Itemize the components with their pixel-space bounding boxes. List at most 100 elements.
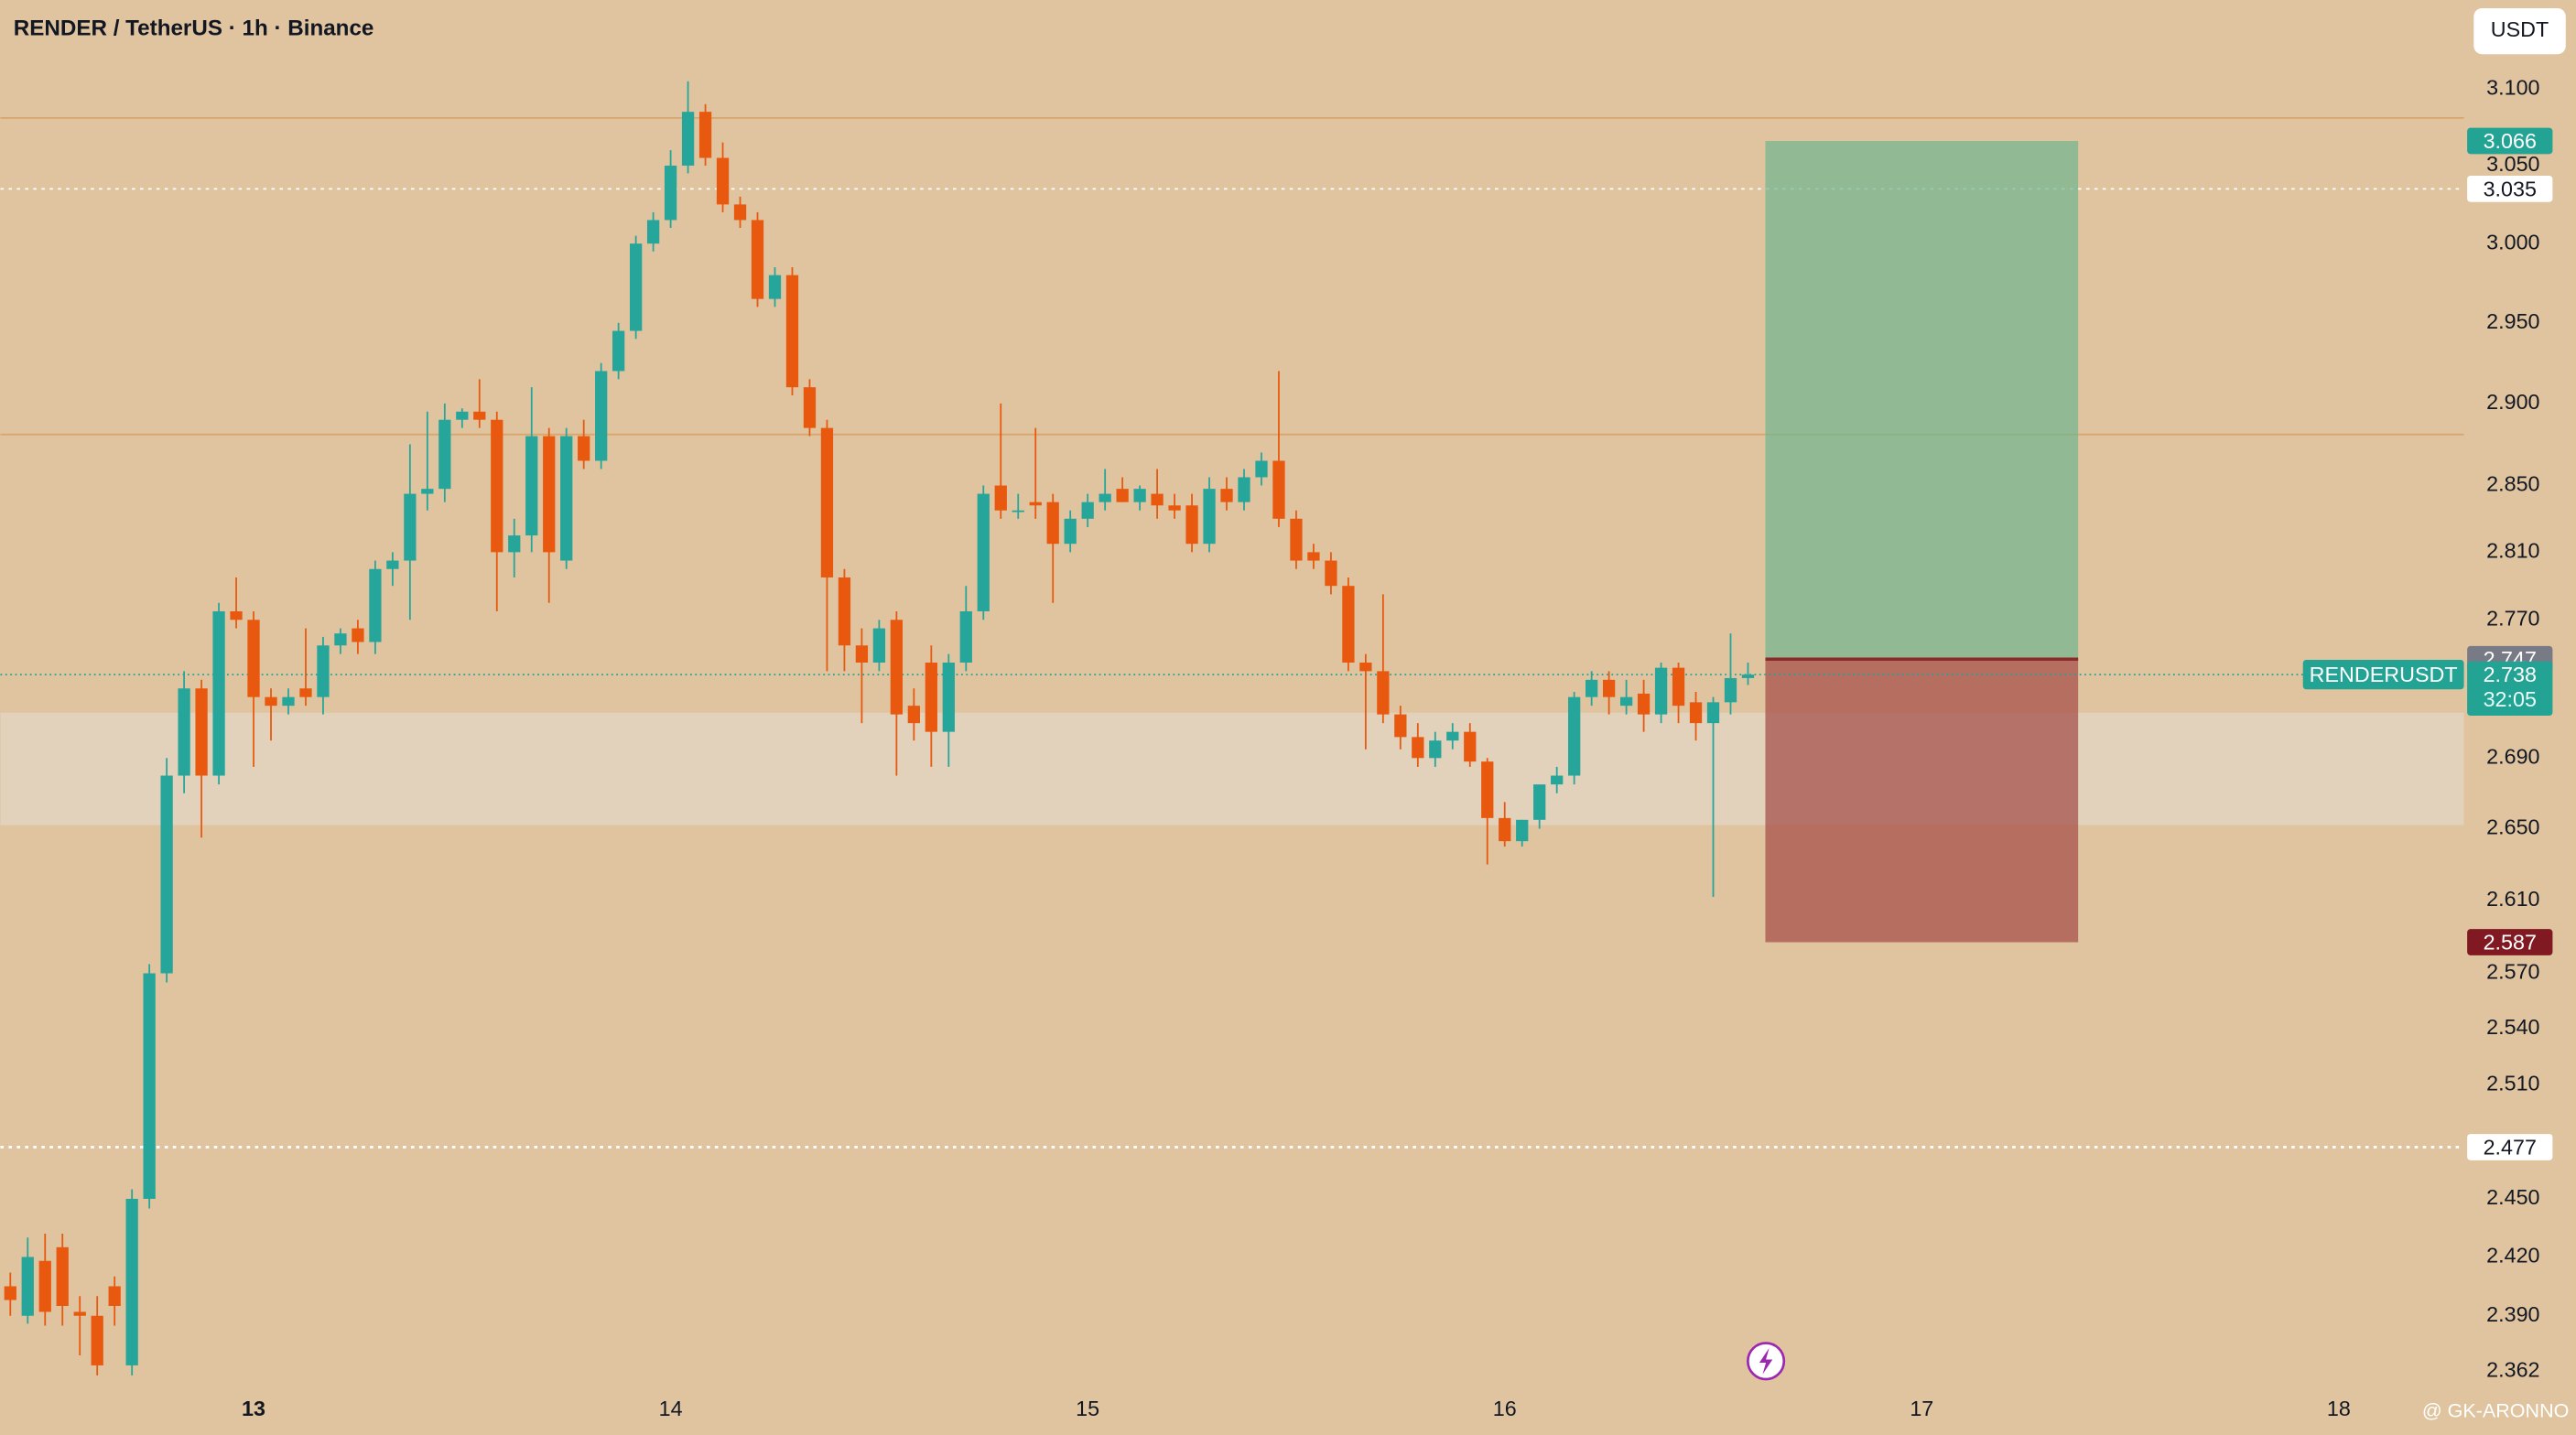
candle-body — [282, 696, 295, 707]
y-tick-label: 2.610 — [2486, 887, 2539, 911]
candle-body — [1724, 677, 1737, 703]
candle-body — [872, 628, 886, 663]
x-tick-label: 13 — [242, 1397, 265, 1420]
candle-body — [1412, 737, 1424, 759]
candle-body — [1499, 817, 1511, 842]
candle-body — [421, 489, 434, 494]
candle-body — [265, 696, 277, 707]
symbol-text: RENDERUSDT — [2310, 663, 2458, 686]
candle-body — [1099, 493, 1111, 502]
candle-body — [73, 1311, 86, 1316]
candle-body — [352, 628, 364, 642]
candle-body — [143, 973, 156, 1199]
candle-body — [646, 220, 660, 244]
candle-body — [1029, 502, 1042, 506]
countdown: 32:05 — [2484, 687, 2537, 711]
y-tick-label: 3.100 — [2486, 75, 2539, 99]
y-tick-label: 2.900 — [2486, 390, 2539, 414]
candle-body — [578, 436, 590, 461]
y-tick-label: 2.570 — [2486, 960, 2539, 984]
candle-body — [629, 243, 643, 331]
candle-body — [178, 688, 190, 776]
candle-body — [4, 1286, 16, 1300]
candle-body — [473, 411, 486, 420]
lightning — [1759, 1347, 1773, 1375]
y-tick-label: 2.362 — [2486, 1358, 2539, 1382]
candle-body — [1064, 518, 1077, 545]
candle-body — [1290, 518, 1303, 561]
candle-body — [334, 633, 347, 646]
candle-body — [108, 1286, 121, 1306]
candle-body — [1325, 560, 1337, 587]
x-tick-label: 17 — [1910, 1397, 1933, 1420]
candle-body — [1429, 740, 1442, 759]
candle-body — [21, 1257, 34, 1316]
y-tick-label: 2.390 — [2486, 1302, 2539, 1326]
candle-body — [1741, 674, 1755, 678]
candle-body — [890, 620, 904, 715]
watermark: @ GK-ARONNO — [2422, 1400, 2570, 1422]
candle-body — [1602, 679, 1616, 697]
x-tick-label: 15 — [1076, 1397, 1099, 1420]
candle-body — [1081, 502, 1094, 519]
candle-body — [317, 645, 330, 697]
candle-body — [1689, 702, 1703, 724]
candle-body — [733, 204, 747, 221]
candle-body — [1464, 731, 1477, 762]
plot — [0, 81, 2464, 1376]
candle-body — [1359, 662, 1372, 672]
symbol-tag — [2302, 660, 2464, 690]
candle-body — [1568, 696, 1581, 776]
candle-body — [1446, 731, 1459, 741]
candle-body — [1672, 667, 1685, 707]
y-tick-label: 2.690 — [2486, 744, 2539, 768]
candle-body — [838, 577, 851, 646]
currency-label[interactable]: USDT — [2491, 17, 2549, 41]
candle-body — [91, 1315, 103, 1365]
candle-body — [595, 371, 608, 461]
candle-body — [1238, 477, 1250, 502]
zone — [0, 712, 2464, 825]
candle-body — [785, 275, 799, 388]
y-tick-label: 2.810 — [2486, 539, 2539, 563]
currency-button[interactable] — [2473, 7, 2566, 55]
x-tick-label: 16 — [1493, 1397, 1517, 1420]
y-tick-label: 3.000 — [2486, 230, 2539, 254]
candle-body — [247, 620, 260, 697]
candle-body — [525, 436, 538, 536]
chart-title: RENDER / TetherUS · 1h · Binance — [14, 16, 374, 41]
loss-zone — [1765, 659, 2079, 943]
candle-body — [438, 419, 451, 490]
candle-body — [1307, 552, 1320, 561]
candle-body — [1185, 505, 1198, 545]
x-tick-label: 14 — [659, 1397, 683, 1420]
x-tick-label: 18 — [2327, 1397, 2351, 1420]
candle-body — [1706, 702, 1720, 724]
candle-body — [1168, 505, 1181, 511]
candle-body — [907, 706, 920, 724]
candle-body — [195, 688, 208, 776]
target-tag — [2467, 127, 2553, 155]
level-text: 3.035 — [2484, 177, 2537, 200]
candle-body — [1481, 761, 1494, 818]
candle-body — [994, 485, 1007, 511]
candle-body — [1220, 489, 1233, 502]
y-tick-label: 2.850 — [2486, 472, 2539, 496]
candle-body — [491, 419, 503, 553]
candle-body — [1637, 693, 1651, 715]
stop-text: 2.587 — [2484, 930, 2537, 954]
y-tick-label: 2.450 — [2486, 1185, 2539, 1209]
candle-body — [404, 493, 417, 561]
candle-body — [1133, 489, 1146, 502]
candle-body — [1586, 679, 1598, 697]
y-tick-label: 2.770 — [2486, 606, 2539, 630]
candle-body — [1046, 502, 1059, 545]
y-tick-label: 2.510 — [2486, 1071, 2539, 1095]
candle-body — [1551, 775, 1564, 785]
candle-body — [768, 275, 782, 299]
candle-body — [1654, 667, 1668, 715]
candle-body — [38, 1260, 51, 1312]
level-text: 2.477 — [2484, 1135, 2537, 1159]
